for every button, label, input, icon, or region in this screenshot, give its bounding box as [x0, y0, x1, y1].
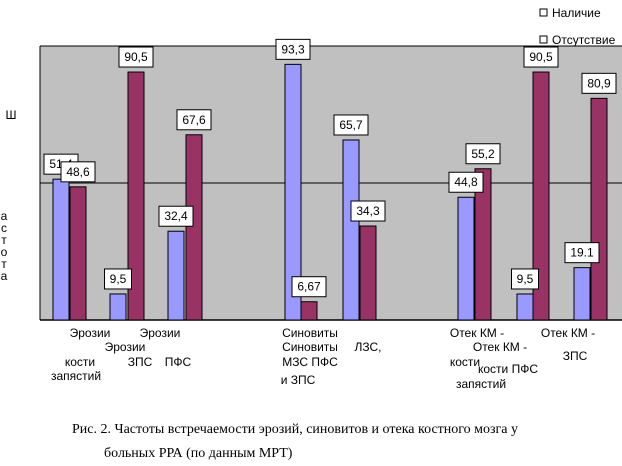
data-label-box: [275, 38, 311, 60]
category-label: Отек КМ -: [473, 340, 527, 354]
data-label-box: [118, 46, 154, 68]
category-label: кости ПФС: [478, 362, 538, 376]
data-label-box: [350, 200, 386, 222]
data-labels: 51,49,532,493,365,744,89,519.148,690,567…: [43, 38, 617, 298]
bar-presence: [516, 293, 534, 321]
data-label: 80,9: [587, 76, 611, 90]
bar-presence: [284, 63, 302, 321]
data-label: 67,6: [182, 113, 206, 127]
data-label: 34,3: [356, 204, 380, 218]
y-axis-title-fragment: о: [1, 245, 8, 259]
data-label-box: [564, 242, 600, 264]
caption-line-1: Рис. 2. Частоты встречаемости эрозий, си…: [72, 422, 519, 437]
bar-presence: [167, 230, 185, 321]
bars: [52, 63, 608, 321]
data-label-box: [104, 268, 132, 290]
legend-label: Отсутствие: [552, 33, 616, 47]
data-label: 90,5: [529, 50, 553, 64]
legend-marker: [539, 35, 548, 44]
data-label: 9,5: [110, 272, 127, 286]
data-label: 19.1: [570, 246, 594, 260]
figure-caption: Рис. 2. Частоты встречаемости эрозий, си…: [72, 418, 518, 466]
category-label: ЛЗС,: [355, 340, 382, 354]
category-label: МЗС ПФС: [282, 355, 338, 369]
category-label: ЗПС: [128, 355, 153, 369]
bar-absence: [300, 301, 318, 321]
legend: Наличие Отсутствие: [539, 6, 616, 47]
bar-presence: [573, 267, 591, 321]
category-label: Синовиты: [282, 340, 338, 354]
data-label: 48,6: [66, 165, 90, 179]
bar-absence: [359, 225, 377, 321]
category-label: Отек КМ -: [541, 326, 595, 340]
data-label: 65,7: [339, 118, 363, 132]
y-axis-title-fragment: с: [1, 221, 7, 235]
category-label: кости: [65, 355, 95, 369]
data-label-box: [511, 268, 539, 290]
data-label: 6,67: [297, 280, 321, 294]
data-label: 9,5: [517, 272, 534, 286]
data-label: 55,2: [471, 147, 495, 161]
caption-line-2: больных РРА (по данным МРТ): [104, 446, 293, 461]
bar-absence: [127, 71, 145, 321]
data-label: 44,8: [454, 175, 478, 189]
bar-presence: [342, 139, 360, 321]
data-label-box: [158, 205, 194, 227]
y-axis-title-fragment: а: [1, 269, 8, 283]
data-label: 90,5: [124, 50, 148, 64]
data-label: 93,3: [281, 42, 305, 56]
category-label: ПФС: [165, 355, 192, 369]
data-label-box: [60, 161, 96, 183]
y-axis-title-fragment: т: [1, 233, 7, 247]
category-label: Эрозии: [140, 326, 181, 340]
category-label: Отек КМ -: [450, 326, 504, 340]
bar-absence: [532, 71, 550, 321]
category-label: Синовиты: [282, 326, 338, 340]
y-axis-title-fragment: Ш: [6, 108, 17, 122]
category-label: Эрозии: [70, 326, 111, 340]
category-label: и ЗПС: [281, 373, 316, 387]
bar-presence: [109, 293, 127, 321]
bar-absence: [69, 186, 87, 321]
legend-label: Наличие: [552, 6, 601, 20]
y-axis-title-fragment: а: [1, 209, 8, 223]
category-label: ЗПС: [563, 349, 588, 363]
data-label-box: [333, 114, 369, 136]
category-label: запястий: [51, 369, 101, 383]
data-label-box: [448, 171, 484, 193]
data-label-box: [465, 143, 501, 165]
legend-marker: [539, 8, 548, 17]
category-label: кости: [450, 355, 480, 369]
data-label-box: [176, 109, 212, 131]
bar-absence: [185, 134, 203, 321]
data-label-box: [291, 276, 327, 298]
bar-presence: [52, 178, 70, 321]
data-label-box: [581, 72, 617, 94]
bar-absence: [590, 97, 608, 321]
bar-presence: [457, 196, 475, 321]
category-label: запястий: [456, 377, 506, 391]
category-label: Эрозии: [105, 340, 146, 354]
bar-absence: [474, 168, 492, 321]
data-label: 32,4: [164, 209, 188, 223]
y-axis-title-fragment: т: [1, 257, 7, 271]
data-label-box: [523, 46, 559, 68]
